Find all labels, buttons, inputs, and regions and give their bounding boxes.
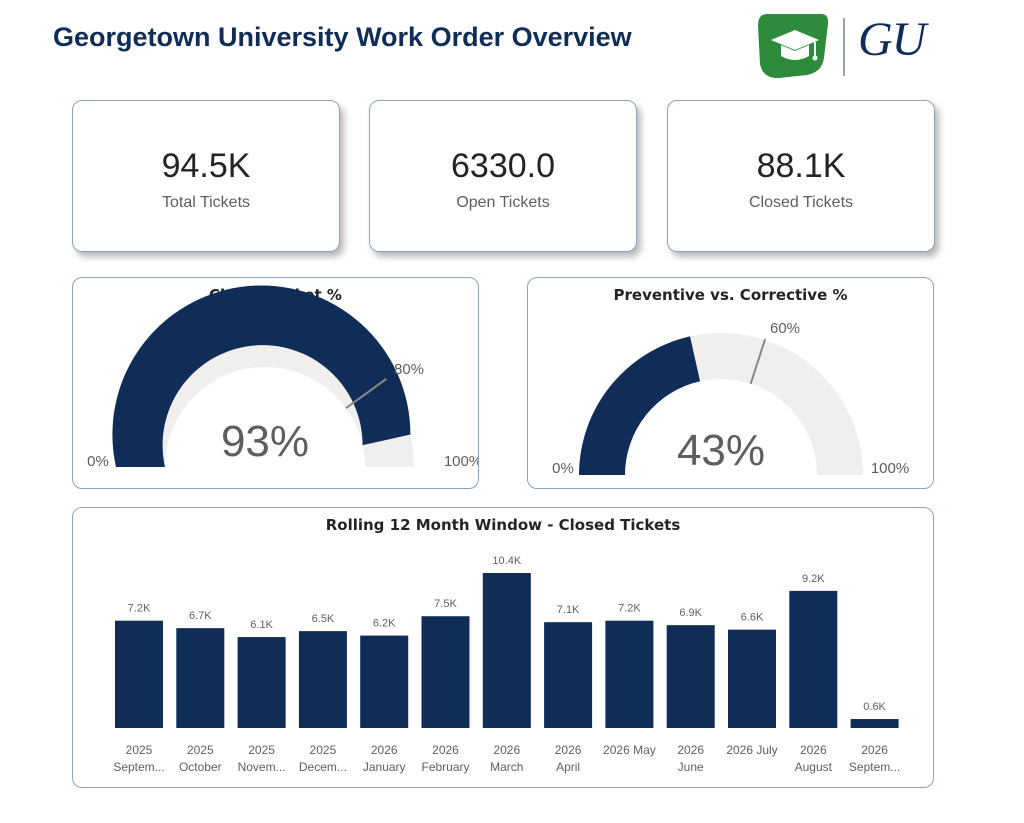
x-tick-label: 2026 (677, 743, 704, 757)
x-tick-label: January (363, 760, 406, 774)
gauge-target-marker (345, 378, 387, 410)
x-tick-label: 2025 (187, 743, 214, 757)
x-tick-label: 2026 (432, 743, 459, 757)
x-tick-label: 2026 (493, 743, 520, 757)
gauge-min-label: 0% (552, 460, 574, 477)
x-tick-label: Decem... (299, 760, 347, 774)
logo-divider (843, 18, 845, 76)
closed-ticket-gauge: 80% 93% 0% 100% (87, 285, 478, 470)
gauge-max-label: 100% (444, 453, 478, 470)
graduation-cap-icon (758, 14, 829, 78)
kpi-label: Closed Tickets (748, 194, 854, 211)
bar-data-label: 0.6K (863, 701, 886, 713)
bar (544, 622, 593, 728)
bar-data-label: 10.4K (492, 555, 521, 567)
gauge-max-label: 100% (871, 460, 909, 477)
bar-data-label: 6.5K (312, 613, 335, 625)
bar (421, 616, 470, 728)
bar (482, 573, 531, 728)
bar (115, 620, 163, 728)
gauge-value: 93% (221, 417, 309, 466)
bar-data-label: 7.2K (618, 603, 641, 615)
bar (728, 629, 776, 728)
gauge-panel-preventive: Preventive vs. Corrective % 60% 43% 0% 100% (527, 277, 934, 489)
gauge-title: Preventive vs. Corrective % (613, 286, 848, 304)
bar (298, 631, 347, 728)
x-tick-label: Septem... (849, 760, 900, 774)
kpi-card-total: 94.5K Total Tickets (72, 100, 340, 252)
gauge-min-label: 0% (87, 453, 109, 470)
gauge-target-label: 60% (770, 320, 800, 337)
bar-data-label: 6.9K (679, 607, 702, 619)
bar-data-label: 6.1K (250, 619, 273, 631)
x-tick-label: 2026 July (726, 743, 777, 757)
bar (789, 590, 838, 728)
gauge-fill (579, 336, 701, 475)
x-tick-label: August (795, 760, 833, 774)
x-tick-label: June (678, 760, 704, 774)
bar-chart-panel: Rolling 12 Month Window - Closed Tickets… (72, 507, 934, 788)
bar-data-label: 7.5K (434, 598, 457, 610)
kpi-label: Total Tickets (161, 194, 251, 211)
bar-data-label: 7.2K (128, 603, 151, 615)
x-tick-label: February (421, 760, 469, 774)
x-tick-label: Septem... (113, 760, 164, 774)
x-tick-label: 2025 (126, 743, 153, 757)
university-logo: GU (757, 12, 937, 82)
bar-data-label: 6.7K (189, 610, 212, 622)
x-tick-label: 2026 (800, 743, 827, 757)
x-tick-label: March (490, 760, 523, 774)
kpi-value: 88.1K (756, 147, 846, 185)
x-tick-label: 2026 (555, 743, 582, 757)
bar (666, 625, 715, 728)
chart-title: Rolling 12 Month Window - Closed Tickets (325, 516, 681, 534)
x-tick-label: April (556, 760, 580, 774)
preventive-gauge: 60% 43% 0% 100% (552, 320, 909, 477)
x-tick-label: 2026 May (603, 743, 656, 757)
logo-text: GU (858, 13, 926, 66)
bar (237, 637, 286, 728)
gauge-value: 43% (677, 426, 765, 475)
bar (850, 719, 899, 728)
bar (176, 628, 225, 728)
kpi-value: 94.5K (161, 147, 251, 185)
bar-data-label: 6.2K (373, 618, 396, 630)
kpi-card-open: 6330.0 Open Tickets (369, 100, 637, 252)
kpi-value: 6330.0 (451, 147, 555, 185)
page-title: Georgetown University Work Order Overvie… (53, 22, 632, 52)
bar (605, 620, 654, 728)
x-tick-label: 2025 (310, 743, 337, 757)
gauge-panel-closed: Closed Ticket % 80%93%0%100% (72, 277, 479, 489)
x-tick-label: October (179, 760, 222, 774)
bar-data-label: 9.2K (802, 573, 825, 585)
gauge-target-marker (749, 338, 767, 385)
x-tick-label: 2025 (248, 743, 275, 757)
closed-tickets-bar-chart: 7.2K 2025 Septem... 6.7K 2025 October 6.1K 2025… (113, 555, 900, 774)
x-tick-label: 2026 (861, 743, 888, 757)
bar-data-label: 7.1K (557, 604, 580, 616)
gauge-fill (112, 285, 411, 467)
bar-data-label: 6.6K (741, 612, 764, 624)
kpi-label: Open Tickets (456, 194, 550, 211)
kpi-card-closed: 88.1K Closed Tickets (667, 100, 935, 252)
bar (360, 635, 409, 728)
x-tick-label: Novem... (238, 760, 286, 774)
gauge-target-label: 80% (394, 361, 424, 378)
x-tick-label: 2026 (371, 743, 398, 757)
